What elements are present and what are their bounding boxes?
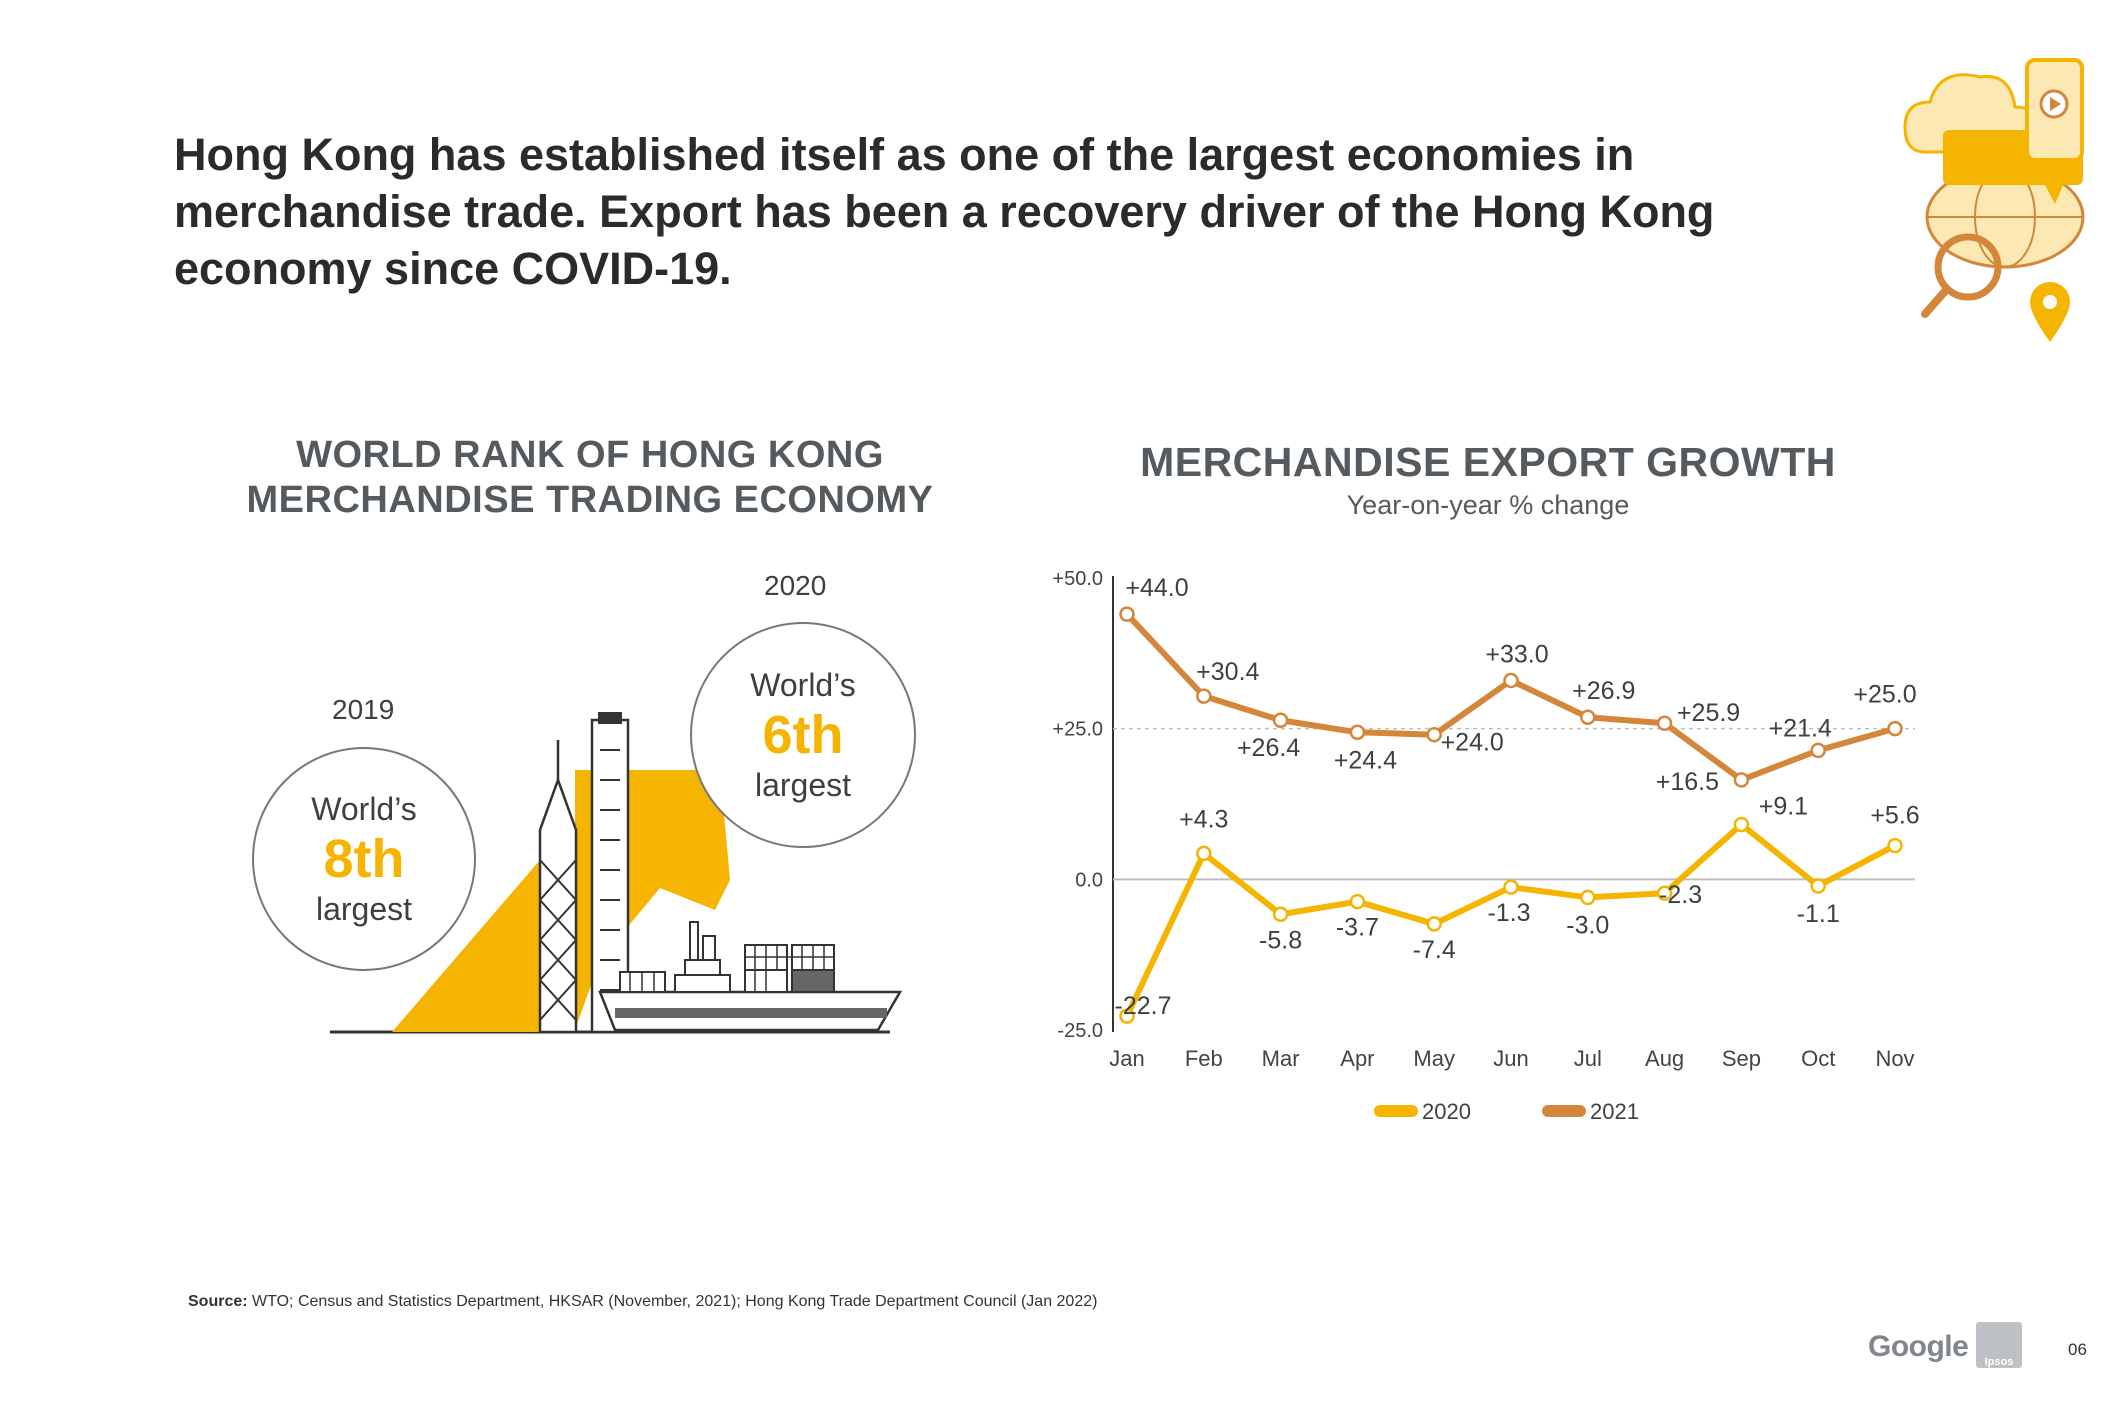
data-point-2020: [1349, 893, 1366, 910]
data-point-2021: [1119, 606, 1135, 622]
y-tick-label: 0.0: [1075, 869, 1103, 891]
rank-2020-desc: largest: [754, 767, 852, 803]
data-point-2020: [1503, 879, 1519, 895]
data-label-2021: +33.0: [1485, 640, 1548, 668]
year-label-2020: 2020: [764, 570, 827, 601]
data-label-2021: +44.0: [1125, 574, 1188, 602]
rank-title: WORLD RANK OF HONG KONG MERCHANDISE TRAD…: [205, 433, 975, 523]
data-label-2020: -3.7: [1336, 914, 1379, 942]
data-label-2020: -22.7: [1115, 992, 1172, 1020]
x-tick-label: May: [1413, 1046, 1455, 1071]
page-number: 06: [2068, 1340, 2087, 1359]
data-point-2021: [1196, 688, 1212, 704]
data-point-2020: [1810, 878, 1826, 894]
data-point-2021: [1733, 772, 1750, 788]
data-point-2020: [1426, 916, 1442, 932]
data-label-2021: +26.4: [1237, 734, 1300, 762]
data-label-2020: -5.8: [1259, 926, 1302, 954]
y-tick-label: +50.0: [1052, 568, 1103, 590]
rank-2019-value: 8th: [323, 829, 405, 889]
data-point-2021: [1272, 712, 1289, 728]
data-label-2020: +9.1: [1759, 792, 1808, 820]
data-label-2021: +21.4: [1769, 714, 1832, 742]
x-tick-label: Mar: [1262, 1046, 1300, 1071]
data-point-2020: [1196, 845, 1212, 862]
x-tick-label: Jul: [1574, 1046, 1602, 1071]
data-label-2021: +30.4: [1196, 658, 1259, 686]
data-label-2020: -7.4: [1413, 936, 1456, 964]
x-tick-label: Feb: [1185, 1046, 1223, 1071]
rank-bubble-2019: World’s 8th largest: [252, 747, 476, 971]
x-tick-label: Apr: [1340, 1046, 1374, 1071]
x-tick-label: Nov: [1875, 1046, 1914, 1071]
data-point-2021: [1349, 724, 1366, 741]
legend-label-2021: 2021: [1590, 1099, 1639, 1124]
data-point-2021: [1503, 672, 1519, 689]
data-label-2020: -3.0: [1566, 911, 1609, 939]
data-point-2020: [1733, 816, 1750, 833]
data-point-2021: [1426, 726, 1442, 743]
data-label-2020: +4.3: [1179, 805, 1228, 833]
hong-kong-skyline-illustration: [330, 712, 903, 1034]
data-point-2021: [1656, 715, 1673, 731]
source-label: Source:: [188, 1293, 248, 1310]
rank-2019-word: World’s: [311, 791, 417, 827]
source-note: Source: WTO; Census and Statistics Depar…: [188, 1293, 1097, 1311]
data-label-2021: +25.9: [1677, 699, 1740, 727]
x-tick-label: Aug: [1645, 1046, 1684, 1071]
year-label-2019: 2019: [332, 694, 395, 725]
x-tick-label: Sep: [1722, 1046, 1761, 1071]
legend-label-2020: 2020: [1422, 1099, 1471, 1124]
data-point-2020: [1887, 837, 1903, 854]
data-label-2020: -2.3: [1659, 881, 1702, 909]
chart-title: MERCHANDISE EXPORT GROWTH: [1140, 439, 1836, 485]
x-tick-label: Jan: [1109, 1046, 1144, 1071]
data-point-2020: [1580, 889, 1596, 906]
rank-title-line1: WORLD RANK OF HONG KONG: [296, 434, 884, 476]
data-label-2021: +16.5: [1656, 768, 1719, 796]
data-label-2020: -1.1: [1797, 900, 1840, 928]
x-tick-label: Oct: [1801, 1046, 1835, 1071]
y-tick-label: -25.0: [1057, 1020, 1103, 1042]
x-tick-label: Jun: [1493, 1046, 1528, 1071]
data-label-2021: +24.0: [1441, 729, 1504, 757]
google-logo: Google: [1868, 1330, 1969, 1363]
rank-2020-word: World’s: [750, 667, 856, 703]
data-point-2020: [1119, 1008, 1135, 1024]
data-point-2020: [1656, 885, 1673, 901]
data-label-2021: +24.4: [1334, 746, 1397, 774]
data-label-2020: -1.3: [1487, 899, 1530, 927]
rank-bubble-2020: World’s 6th largest: [690, 622, 916, 848]
chart-subtitle: Year-on-year % change: [1346, 490, 1630, 520]
data-point-2020: [1272, 906, 1289, 923]
data-label-2021: +25.0: [1853, 681, 1916, 709]
global-search-icon: [1903, 58, 2085, 342]
data-point-2021: [1810, 742, 1826, 759]
ipsos-logo: Ipsos: [1976, 1322, 2022, 1368]
source-text: WTO; Census and Statistics Department, H…: [247, 1293, 1098, 1310]
rank-2019-desc: largest: [315, 891, 413, 927]
data-label-2021: +26.9: [1572, 677, 1635, 705]
data-point-2021: [1580, 709, 1596, 725]
data-point-2021: [1887, 720, 1903, 737]
data-label-2020: +5.6: [1870, 802, 1919, 830]
rank-title-line2: MERCHANDISE TRADING ECONOMY: [246, 479, 934, 521]
rank-2020-value: 6th: [762, 705, 844, 765]
y-tick-label: +25.0: [1052, 719, 1103, 741]
page-headline: Hong Kong has established itself as one …: [174, 129, 1715, 294]
